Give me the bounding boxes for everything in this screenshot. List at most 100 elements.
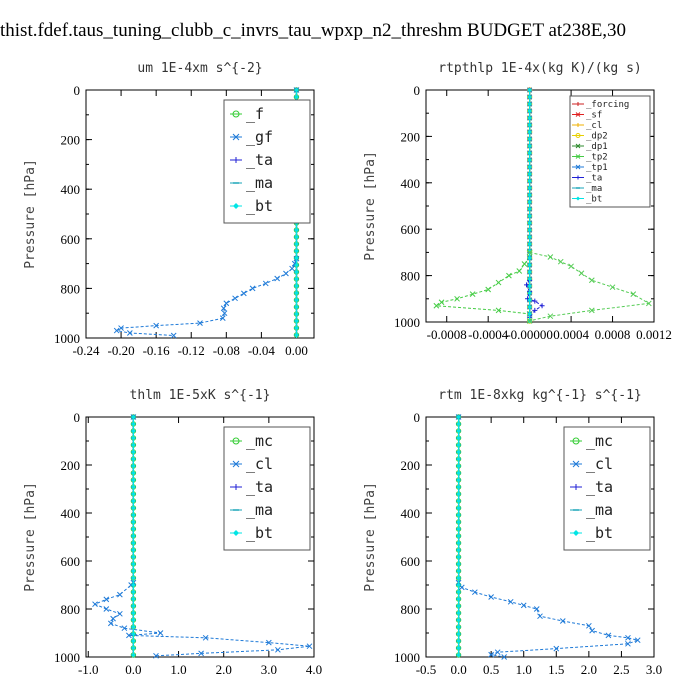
chart-panel-3: rtm 1E-8xkg kg^{-1} s^{-1} Pressure [hPa]…	[363, 388, 662, 677]
y-axis-label: Pressure [hPa]	[23, 159, 38, 269]
data-point	[456, 470, 461, 476]
data-point	[131, 540, 136, 546]
data-point	[547, 313, 554, 320]
data-point	[527, 94, 532, 100]
series-line	[434, 256, 531, 315]
legend-label: _bt	[586, 195, 602, 205]
data-point	[294, 297, 299, 303]
data-point	[527, 220, 532, 226]
data-point	[527, 227, 532, 233]
data-point	[456, 596, 461, 602]
data-point	[157, 630, 164, 636]
x-tick-label: -0.0008	[427, 327, 467, 342]
data-point	[456, 498, 461, 504]
data-point	[294, 227, 299, 233]
legend-box	[563, 426, 651, 551]
data-point	[131, 421, 136, 427]
chart-panel-2: thlm 1E-5xK s^{-1} Pressure [hPa] 0 200 400 6…	[23, 388, 322, 677]
data-point	[131, 477, 136, 483]
data-point	[469, 291, 476, 298]
data-point	[131, 631, 136, 637]
legend-marker	[233, 530, 239, 536]
data-point	[294, 255, 299, 261]
y-tick-label: 1000	[54, 650, 80, 665]
data-point	[131, 428, 136, 434]
data-point	[456, 512, 461, 518]
data-point	[527, 248, 532, 254]
data-point	[131, 491, 136, 497]
data-point	[456, 540, 461, 546]
data-point	[283, 270, 289, 277]
data-point	[456, 561, 461, 567]
legend-label: _mc	[246, 432, 273, 450]
series-bt	[131, 414, 136, 658]
data-point	[456, 547, 461, 553]
data-point	[126, 632, 132, 639]
data-point	[131, 498, 136, 504]
data-point	[153, 652, 159, 659]
data-point	[456, 477, 461, 483]
data-point	[578, 270, 585, 277]
data-point	[456, 582, 461, 588]
data-point	[240, 290, 247, 297]
data-point	[103, 606, 110, 612]
data-point	[456, 624, 461, 630]
y-tick-label: 0	[414, 410, 421, 425]
legend-marker	[232, 437, 240, 445]
data-point	[527, 178, 532, 184]
data-point	[249, 285, 256, 292]
data-point	[131, 470, 136, 476]
x-tick-label: -0.00000	[506, 327, 553, 342]
data-point	[456, 603, 461, 609]
data-point	[527, 136, 532, 142]
data-point	[527, 297, 532, 303]
data-point	[527, 262, 532, 268]
legend-label: _ta	[586, 174, 602, 184]
y-tick-label: 0	[414, 83, 421, 98]
legend-marker	[576, 175, 580, 180]
data-point	[586, 622, 592, 629]
legend-label: _cl	[246, 455, 273, 473]
legend-marker	[576, 102, 580, 106]
legend-label: _sf	[586, 111, 602, 121]
legend-marker	[576, 196, 580, 201]
data-point	[527, 164, 532, 170]
legend-label: _bt	[246, 197, 273, 215]
data-point	[527, 143, 532, 149]
data-point	[527, 269, 532, 275]
data-point	[527, 87, 532, 93]
data-point	[588, 277, 595, 284]
data-point	[456, 442, 461, 448]
data-point	[118, 325, 124, 331]
data-point	[202, 634, 209, 641]
data-point	[131, 617, 136, 623]
data-point	[456, 421, 461, 427]
legend-marker	[575, 112, 581, 117]
data-point	[625, 634, 631, 641]
data-point	[527, 213, 532, 219]
legend-label: _ma	[246, 174, 273, 192]
data-point	[197, 320, 203, 326]
data-point	[103, 596, 110, 603]
data-point	[559, 618, 566, 624]
data-point	[433, 302, 440, 309]
data-point	[219, 315, 226, 322]
page-title: thist.fdef.taus_tuning_clubb_c_invrs_tau…	[0, 20, 627, 41]
data-point	[494, 649, 501, 656]
data-point	[456, 638, 461, 644]
data-point	[456, 568, 461, 574]
legend-label: _dp2	[586, 132, 608, 142]
data-point	[294, 276, 299, 282]
legend-label: _dp1	[586, 142, 608, 152]
data-point	[198, 650, 204, 657]
series-tp2	[433, 254, 533, 317]
y-tick-label: 1000	[394, 650, 420, 665]
data-point	[524, 282, 530, 288]
data-point	[131, 414, 136, 420]
y-tick-label: 600	[401, 554, 421, 569]
data-point	[527, 185, 532, 191]
data-point	[456, 652, 461, 658]
y-tick-label: 200	[401, 129, 421, 144]
x-tick-label: -0.20	[108, 343, 135, 358]
